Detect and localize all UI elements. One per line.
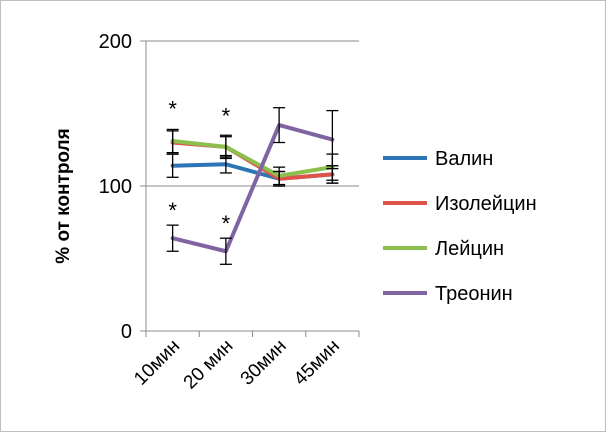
y-axis-title: % от контроля bbox=[53, 128, 74, 263]
x-tick-label-1: 20 мин bbox=[180, 336, 238, 394]
y-tick-label-100: 100 bbox=[99, 176, 132, 198]
annotations-layer: * * * * bbox=[168, 96, 230, 236]
y-tick-label-200: 200 bbox=[99, 31, 132, 53]
series-layer bbox=[170, 123, 335, 254]
legend: Валин Изолейцин Лейцин Треонин bbox=[383, 148, 537, 305]
error-bars-layer bbox=[166, 107, 339, 265]
series-line-2 bbox=[170, 139, 335, 178]
significance-marker-0: * bbox=[168, 96, 177, 121]
legend-label-1: Изолейцин bbox=[435, 193, 537, 215]
axis-layer bbox=[140, 40, 360, 337]
significance-marker-1: * bbox=[222, 104, 231, 129]
x-tick-label-2: 30мин bbox=[237, 336, 291, 390]
significance-marker-3: * bbox=[222, 211, 231, 236]
x-tick-label-0: 10мин bbox=[130, 336, 184, 390]
legend-label-0: Валин bbox=[435, 148, 493, 170]
x-tick-label-3: 45мин bbox=[290, 336, 344, 390]
legend-label-2: Лейцин bbox=[435, 238, 504, 260]
series-line-3 bbox=[170, 123, 335, 254]
y-tick-label-0: 0 bbox=[121, 321, 132, 343]
legend-label-3: Треонин bbox=[435, 283, 513, 305]
significance-marker-2: * bbox=[168, 198, 177, 223]
